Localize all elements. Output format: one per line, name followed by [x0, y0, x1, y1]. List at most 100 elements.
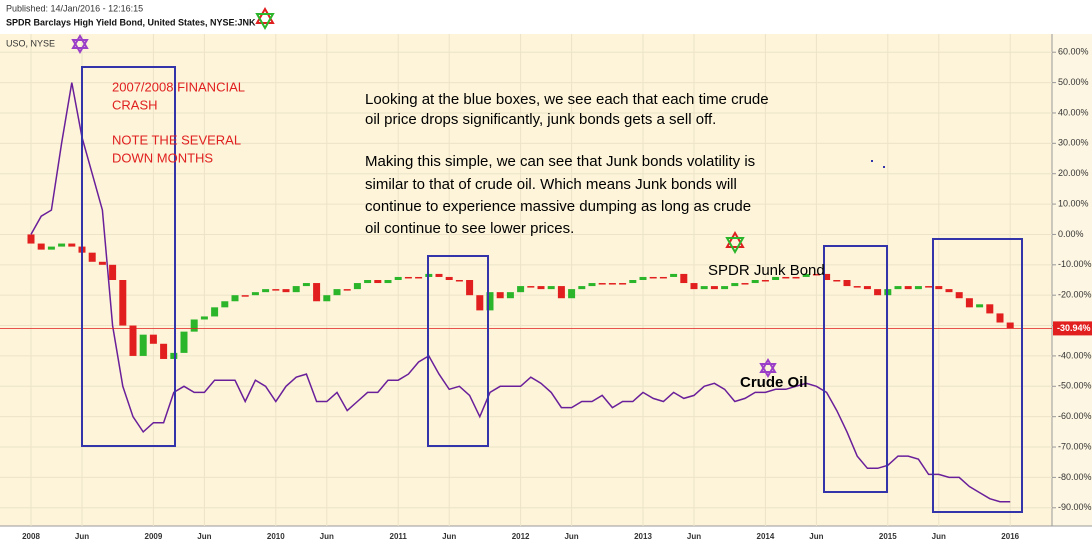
- candle: [527, 286, 535, 288]
- candle: [129, 325, 137, 356]
- candle: [772, 276, 780, 280]
- candle: [404, 276, 412, 279]
- annotation: Looking at the blue boxes, we see each t…: [365, 91, 769, 108]
- y-tick-label: 10.00%: [1058, 198, 1089, 208]
- x-tick-label: 2014: [757, 532, 775, 541]
- annotation: CRASH: [112, 97, 158, 112]
- x-tick-label: Jun: [687, 532, 701, 541]
- annotation: Making this simple, we can see that Junk…: [365, 153, 755, 170]
- y-tick-label: -20.00%: [1058, 290, 1092, 300]
- subtitle: USO, NYSE: [6, 38, 55, 48]
- candle: [221, 301, 229, 308]
- y-tick-label: -50.00%: [1058, 381, 1092, 391]
- candle: [272, 289, 280, 291]
- axis-background: [1052, 34, 1092, 526]
- y-tick-label: -80.00%: [1058, 472, 1092, 482]
- candle: [700, 286, 708, 290]
- candle: [823, 273, 831, 280]
- x-tick-label: Jun: [197, 532, 211, 541]
- candle: [364, 280, 372, 284]
- x-tick-label: 2015: [879, 532, 897, 541]
- x-tick-label: Jun: [564, 532, 578, 541]
- candle: [149, 334, 157, 344]
- candle: [996, 313, 1004, 323]
- candle: [853, 286, 861, 288]
- candle: [343, 289, 351, 291]
- highlight-box: [823, 245, 888, 493]
- y-tick-label: -60.00%: [1058, 411, 1092, 421]
- candle: [231, 295, 239, 302]
- series-label: SPDR Junk Bond: [708, 262, 825, 279]
- candle: [170, 352, 178, 359]
- annotation: oil price drops significantly, junk bond…: [365, 111, 716, 128]
- annotation: DOWN MONTHS: [112, 150, 213, 165]
- candle: [323, 295, 331, 302]
- x-tick-label: 2013: [634, 532, 652, 541]
- candle: [710, 286, 718, 290]
- candle: [598, 283, 606, 285]
- candle: [955, 292, 963, 299]
- x-tick-label: 2010: [267, 532, 285, 541]
- candle: [639, 276, 647, 280]
- highlight-box: [932, 238, 1023, 513]
- candle: [313, 283, 321, 302]
- annotation: 2007/2008 FINANCIAL: [112, 79, 245, 94]
- candle: [833, 280, 841, 282]
- candle: [384, 280, 392, 284]
- candle: [455, 280, 463, 282]
- candle: [721, 286, 729, 290]
- candle: [812, 273, 820, 276]
- x-tick-label: Jun: [932, 532, 946, 541]
- published: Published: 14/Jan/2016 - 12:16:15: [6, 3, 143, 13]
- candle: [649, 276, 657, 279]
- candle: [761, 280, 769, 282]
- dot: [871, 160, 873, 162]
- candle: [353, 283, 361, 290]
- candle: [945, 289, 953, 293]
- x-tick-label: Jun: [809, 532, 823, 541]
- y-tick-label: -10.00%: [1058, 259, 1092, 269]
- candle: [557, 286, 565, 299]
- y-tick-label: 20.00%: [1058, 168, 1089, 178]
- candle: [986, 304, 994, 314]
- candle: [241, 295, 249, 297]
- y-tick-label: 0.00%: [1058, 229, 1084, 239]
- y-tick-label: -70.00%: [1058, 441, 1092, 451]
- y-tick-label: 50.00%: [1058, 77, 1089, 87]
- candle: [874, 289, 882, 296]
- candle: [670, 273, 678, 277]
- y-tick-label: -40.00%: [1058, 350, 1092, 360]
- candle: [262, 289, 270, 293]
- candle: [37, 243, 45, 250]
- x-tick-label: 2011: [390, 532, 408, 541]
- candle: [904, 286, 912, 290]
- candle: [160, 343, 168, 359]
- candle: [333, 289, 341, 296]
- last-price-label: -30.94%: [1057, 323, 1091, 333]
- candle: [476, 295, 484, 311]
- x-tick-label: Jun: [320, 532, 334, 541]
- candle: [792, 276, 800, 279]
- candle: [200, 316, 208, 320]
- candle: [445, 276, 453, 280]
- candle: [435, 273, 443, 277]
- candle: [374, 280, 382, 284]
- candle: [894, 286, 902, 290]
- series-label: Crude Oil: [740, 374, 808, 391]
- candle: [619, 283, 627, 285]
- highlight-box: [427, 255, 489, 447]
- annotation: NOTE THE SEVERAL: [112, 132, 241, 147]
- candle: [68, 243, 76, 247]
- x-tick-label: 2016: [1001, 532, 1019, 541]
- y-tick-label: 40.00%: [1058, 107, 1089, 117]
- candle: [109, 264, 117, 280]
- candle: [496, 292, 504, 299]
- candle: [211, 307, 219, 317]
- candle: [608, 283, 616, 285]
- x-tick-label: 2008: [22, 532, 40, 541]
- candle: [731, 283, 739, 287]
- candle: [517, 286, 525, 293]
- candle: [741, 283, 749, 285]
- candle: [578, 286, 586, 290]
